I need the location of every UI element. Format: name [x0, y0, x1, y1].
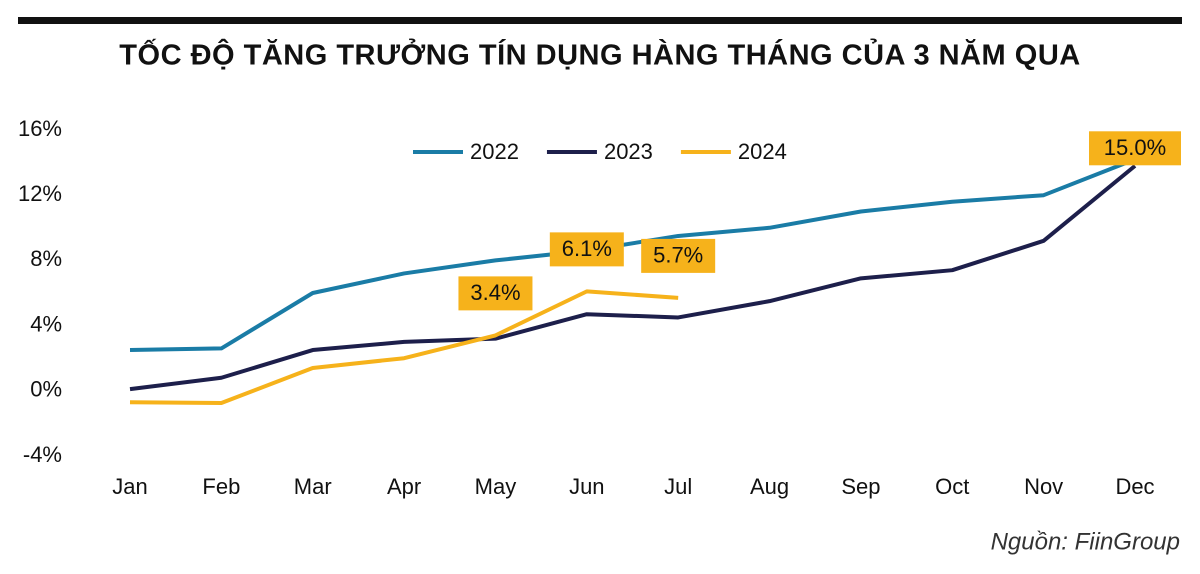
y-tick-label: 8%: [30, 246, 62, 271]
x-tick-label: Jan: [112, 474, 147, 499]
x-tick-label: Nov: [1024, 474, 1063, 499]
legend-label: 2023: [604, 139, 653, 164]
value-label: 6.1%: [562, 236, 612, 261]
line-series: [129, 289, 679, 406]
value-label-box: [641, 238, 716, 273]
x-tick-label: Mar: [294, 474, 332, 499]
value-label: 3.4%: [470, 280, 520, 305]
y-tick-label: 0%: [30, 377, 62, 402]
value-label-box: [458, 276, 533, 311]
y-tick-label: 16%: [18, 116, 62, 141]
source: Nguồn: FiinGroup: [991, 528, 1180, 555]
x-tick-label: Feb: [202, 474, 240, 499]
y-tick-label: 12%: [18, 181, 62, 206]
x-tick-label: Sep: [841, 474, 880, 499]
x-tick-label: Jul: [664, 474, 692, 499]
x-tick-label: Dec: [1115, 474, 1154, 499]
top-bar: [18, 17, 1182, 24]
y-tick-label: -4%: [23, 442, 62, 467]
line-series: [129, 164, 1137, 392]
annotation-box: [1089, 131, 1181, 166]
x-tick-label: May: [475, 474, 517, 499]
line-series: [129, 157, 1136, 353]
chart-title: TỐC ĐỘ TĂNG TRƯỞNG TÍN DỤNG HÀNG THÁNG C…: [119, 38, 1080, 72]
legend-label: 2024: [738, 139, 787, 164]
annotation: 15.0%: [1104, 135, 1166, 160]
x-tick-label: Jun: [569, 474, 604, 499]
x-tick-label: Aug: [750, 474, 789, 499]
x-tick-label: Oct: [935, 474, 969, 499]
value-label-box: [549, 232, 624, 267]
legend-label: 2022: [470, 139, 519, 164]
value-label: 5.7%: [653, 243, 703, 268]
x-tick-label: Apr: [387, 474, 421, 499]
y-tick-label: 4%: [30, 311, 62, 336]
